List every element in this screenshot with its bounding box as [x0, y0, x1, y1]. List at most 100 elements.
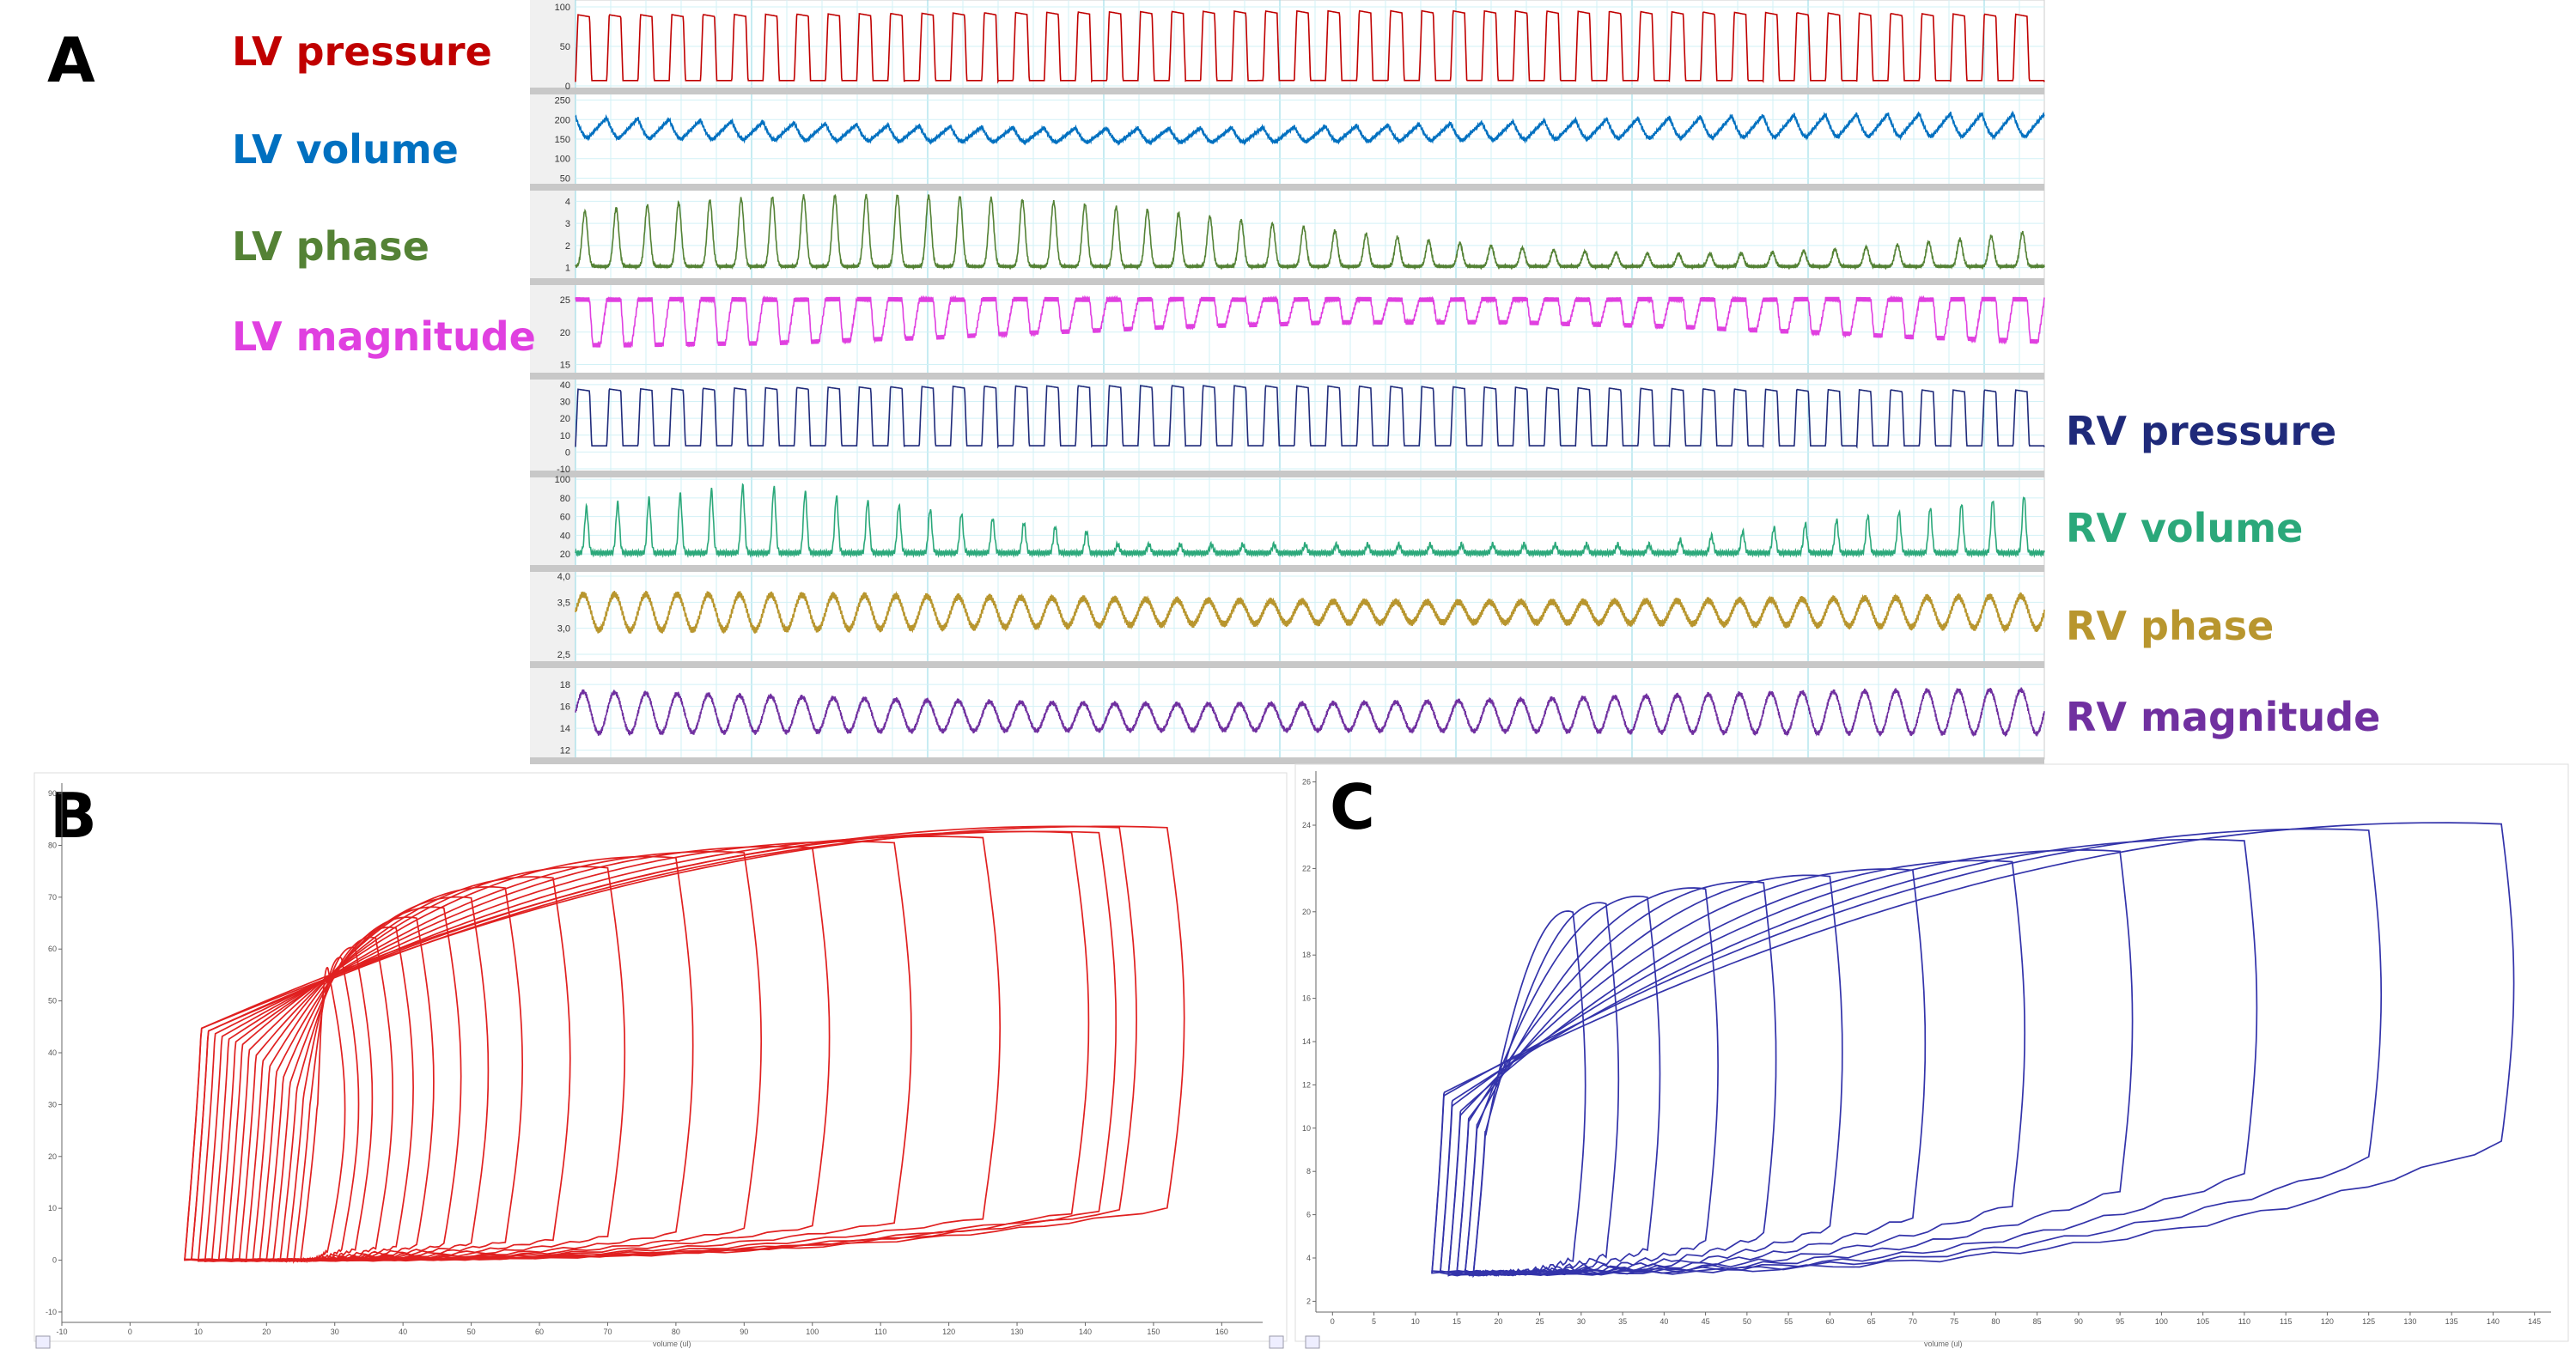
trace-label-rv-pressure: RV pressure: [2066, 408, 2336, 454]
trace-tick-label: 80: [560, 494, 570, 504]
trace-separator: [530, 471, 2044, 477]
trace-separator: [530, 184, 2044, 191]
trace-line-lv-magnitude: [575, 295, 2045, 348]
y-tick-label: -10: [46, 1308, 57, 1316]
trace-label-rv-volume: RV volume: [2066, 505, 2303, 551]
trace-label-rv-magnitude: RV magnitude: [2066, 694, 2380, 740]
trace-tick-label: 150: [555, 135, 570, 145]
x-tick-label: 15: [1452, 1317, 1461, 1326]
panel-c-frame: [1294, 763, 2569, 1342]
panel-a-traces: [575, 9, 2045, 738]
y-tick-label: 20: [1302, 908, 1311, 916]
x-tick-label: 50: [1743, 1317, 1751, 1326]
x-tick-label: 85: [2033, 1317, 2042, 1326]
x-tick-label: 0: [1331, 1317, 1335, 1326]
x-tick-label: 135: [2445, 1317, 2458, 1326]
trace-tick-label: 10: [560, 431, 570, 441]
trace-tick-label: 20: [560, 550, 570, 560]
panel-b-scroll-left[interactable]: [35, 1335, 51, 1349]
trace-line-rv-magnitude: [575, 687, 2045, 738]
x-tick-label: 115: [2280, 1317, 2292, 1326]
pv-loop: [1456, 880, 1777, 1277]
trace-line-rv-pressure: [575, 385, 2045, 449]
y-tick-label: 50: [48, 997, 57, 1006]
trace-tick-label: 3: [565, 219, 570, 229]
x-tick-label: 20: [262, 1328, 271, 1336]
trace-label-lv-magnitude: LV magnitude: [232, 313, 536, 360]
y-tick-label: 24: [1302, 821, 1311, 829]
x-tick-label: 65: [1867, 1317, 1876, 1326]
trace-tick-label: 2,5: [557, 650, 570, 660]
trace-tick-label: 4: [565, 197, 570, 207]
panel-c-loops: [1431, 822, 2515, 1279]
pv-loop: [1431, 822, 2515, 1276]
pv-loop: [1472, 910, 1586, 1279]
x-tick-label: 110: [874, 1328, 886, 1336]
y-tick-label: 20: [48, 1152, 57, 1161]
y-tick-label: 18: [1302, 951, 1311, 959]
y-tick-label: 70: [48, 893, 57, 902]
trace-tick-label: 100: [555, 475, 570, 485]
x-tick-label: 90: [740, 1328, 748, 1336]
pv-loop: [1439, 838, 2258, 1276]
x-tick-label: 105: [2196, 1317, 2209, 1326]
x-tick-label: 120: [942, 1328, 955, 1336]
trace-tick-label: 0: [565, 447, 570, 458]
trace-tick-label: 100: [555, 3, 570, 13]
trace-tick-label: 15: [560, 360, 570, 370]
y-tick-label: 8: [1306, 1167, 1311, 1176]
x-tick-label: 30: [1577, 1317, 1586, 1326]
pv-loop: [1464, 895, 1661, 1277]
pv-loop: [191, 830, 1090, 1262]
x-tick-label: 130: [1011, 1328, 1024, 1336]
x-tick-label: 20: [1494, 1317, 1502, 1326]
x-tick-label: 5: [1372, 1317, 1376, 1326]
trace-tick-label: 4,0: [557, 572, 570, 582]
trace-line-lv-pressure: [575, 9, 2045, 84]
trace-line-lv-volume: [575, 110, 2045, 147]
x-tick-label: 100: [2155, 1317, 2168, 1326]
trace-tick-label: 25: [560, 295, 570, 306]
trace-tick-label: 1: [565, 264, 570, 274]
pv-loop: [245, 886, 524, 1263]
trace-label-lv-volume: LV volume: [232, 126, 459, 173]
trace-label-rv-phase: RV phase: [2066, 603, 2274, 649]
panel-b-frame: [33, 772, 1288, 1342]
trace-separator: [530, 88, 2044, 94]
x-tick-label: 30: [331, 1328, 339, 1336]
panel-a-grid: 100500250200150100504321252015403020100-…: [530, 0, 2044, 764]
pv-loop: [1431, 828, 2383, 1277]
panel-c-x-label: volume (ul): [1924, 1340, 1963, 1348]
x-tick-label: 40: [399, 1328, 407, 1336]
trace-tick-label: 50: [560, 173, 570, 184]
panel-c-scroll-left[interactable]: [1305, 1335, 1320, 1349]
y-tick-label: 0: [52, 1256, 57, 1265]
trace-separator: [530, 373, 2044, 380]
trace-line-lv-phase: [575, 193, 2045, 270]
x-tick-label: 80: [672, 1328, 680, 1336]
trace-tick-label: 16: [560, 702, 570, 713]
pv-loop: [198, 836, 1002, 1262]
pv-loop: [1447, 868, 1927, 1277]
pv-loop: [1439, 849, 2134, 1277]
y-tick-label: 2: [1306, 1297, 1311, 1305]
x-tick-label: 50: [467, 1328, 476, 1336]
trace-tick-label: 0: [565, 82, 570, 92]
trace-tick-label: 50: [560, 42, 570, 52]
x-tick-label: 90: [2074, 1317, 2083, 1326]
trace-line-rv-volume: [575, 483, 2045, 559]
trace-tick-label: 40: [560, 531, 570, 541]
y-tick-label: 16: [1302, 994, 1311, 1003]
x-tick-label: 75: [1950, 1317, 1958, 1326]
pv-loop: [204, 841, 912, 1262]
x-tick-label: 110: [2238, 1317, 2250, 1326]
trace-label-lv-phase: LV phase: [232, 223, 429, 270]
pv-loop: [300, 967, 346, 1264]
pv-loop: [293, 957, 360, 1264]
panel-b-scroll-right[interactable]: [1269, 1335, 1284, 1349]
y-tick-label: 26: [1302, 778, 1311, 787]
trace-tick-label: 30: [560, 398, 570, 408]
